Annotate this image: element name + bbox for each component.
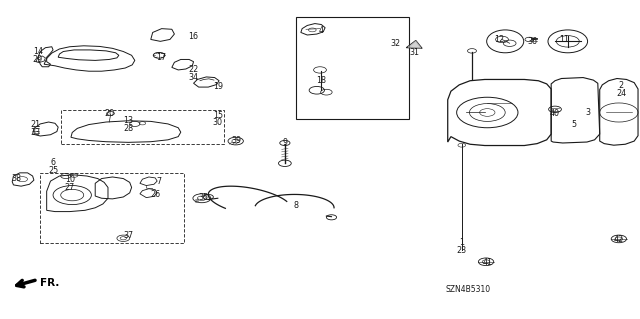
Text: 5: 5 <box>572 120 577 129</box>
Text: 20: 20 <box>104 109 115 118</box>
Text: 3: 3 <box>586 108 591 117</box>
Text: 19: 19 <box>212 82 223 91</box>
Text: 35: 35 <box>198 193 209 202</box>
Text: 8: 8 <box>293 201 298 210</box>
Text: 39: 39 <box>232 136 242 145</box>
Polygon shape <box>408 41 421 48</box>
Text: 22: 22 <box>188 65 198 74</box>
Text: 2: 2 <box>619 81 624 90</box>
Text: 36: 36 <box>527 38 537 47</box>
Text: 42: 42 <box>614 235 624 244</box>
Text: 28: 28 <box>124 124 134 133</box>
Text: FR.: FR. <box>40 278 60 288</box>
Text: 12: 12 <box>493 35 504 44</box>
Text: 17: 17 <box>157 53 166 62</box>
Text: 30: 30 <box>213 118 223 128</box>
Text: 26: 26 <box>150 190 160 199</box>
Text: 25: 25 <box>48 166 58 175</box>
Text: 15: 15 <box>212 111 223 120</box>
Text: 9: 9 <box>282 138 287 147</box>
Text: 33: 33 <box>31 128 41 137</box>
Text: 4: 4 <box>319 26 324 35</box>
Text: 10: 10 <box>65 175 75 184</box>
Text: 41: 41 <box>483 258 492 267</box>
Text: 23: 23 <box>457 246 467 255</box>
Text: 27: 27 <box>65 183 75 192</box>
Text: 37: 37 <box>124 231 134 240</box>
Text: 34: 34 <box>189 73 198 82</box>
Text: 40: 40 <box>550 109 560 118</box>
Text: 1: 1 <box>460 238 464 247</box>
Text: 7: 7 <box>157 177 162 186</box>
Text: 32: 32 <box>390 39 401 48</box>
Text: 38: 38 <box>12 174 22 183</box>
Text: 29: 29 <box>33 55 43 64</box>
Text: 18: 18 <box>316 76 326 85</box>
Text: 13: 13 <box>124 116 133 125</box>
Text: 14: 14 <box>33 47 43 56</box>
Text: 24: 24 <box>616 89 627 98</box>
Text: 11: 11 <box>559 35 569 44</box>
Text: 6: 6 <box>51 158 56 167</box>
Text: SZN4B5310: SZN4B5310 <box>445 285 491 293</box>
Text: 21: 21 <box>31 120 41 129</box>
Text: 16: 16 <box>189 32 198 41</box>
Text: 31: 31 <box>410 48 419 57</box>
